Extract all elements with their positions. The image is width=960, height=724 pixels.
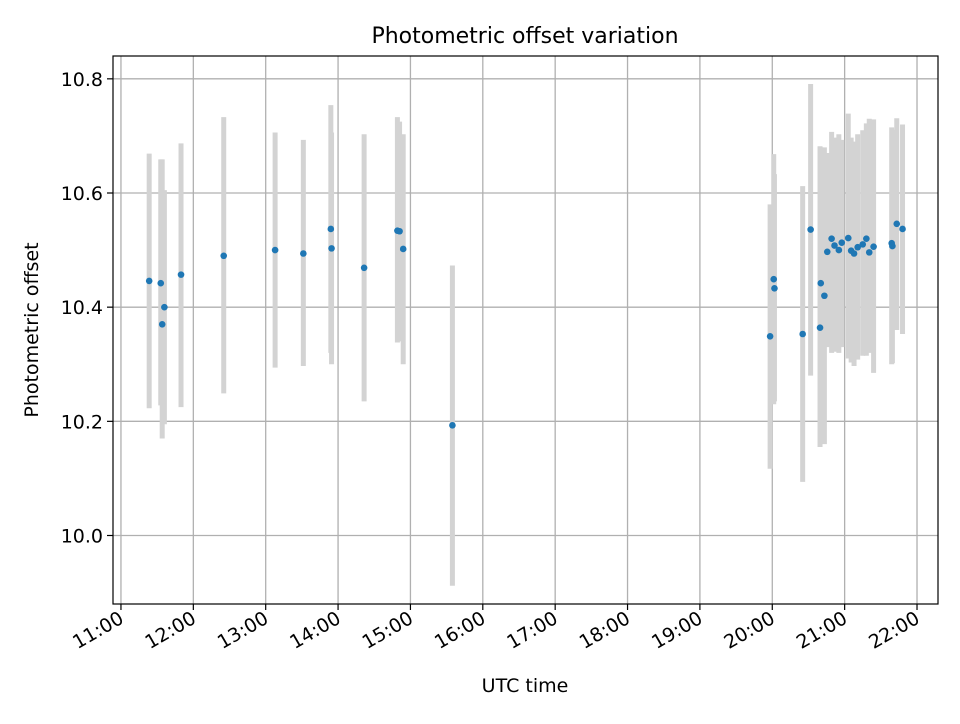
y-axis-ticks: 10.0 10.2 10.4 10.6 10.8 <box>61 69 113 548</box>
data-point <box>844 234 852 242</box>
data-point <box>850 250 858 257</box>
data-point <box>807 226 814 233</box>
data-point <box>360 264 368 272</box>
data-point <box>870 243 877 250</box>
data-point <box>859 241 867 248</box>
data-point <box>816 324 824 332</box>
y-tick-label: 10.6 <box>61 183 103 205</box>
y-tick-label: 10.2 <box>61 411 103 433</box>
data-point <box>161 303 168 311</box>
data-point <box>863 235 870 242</box>
data-point <box>449 422 456 429</box>
data-points <box>145 220 906 429</box>
y-tick-label: 10.8 <box>61 69 103 91</box>
data-point <box>838 239 846 246</box>
data-point <box>766 332 774 340</box>
data-point <box>145 277 153 285</box>
data-point <box>327 225 335 233</box>
plot-frame <box>112 55 939 605</box>
data-point <box>854 243 861 251</box>
x-axis-label: UTC time <box>482 675 569 697</box>
data-point <box>158 320 166 328</box>
data-point <box>889 242 896 250</box>
data-point <box>817 279 825 287</box>
data-point <box>893 220 901 228</box>
data-point <box>831 242 838 249</box>
data-point <box>399 245 407 253</box>
data-point <box>899 225 906 233</box>
data-point <box>220 252 228 260</box>
data-point <box>823 248 831 256</box>
y-axis-label: Photometric offset <box>21 242 43 417</box>
data-point <box>770 275 778 283</box>
data-point <box>821 292 828 300</box>
data-point <box>328 245 335 252</box>
data-point <box>799 330 806 338</box>
data-point <box>300 250 307 257</box>
data-point <box>157 279 165 287</box>
chart-title: Photometric offset variation <box>371 24 678 49</box>
data-point <box>177 271 185 278</box>
data-point <box>771 285 778 292</box>
data-point <box>865 249 873 256</box>
data-point <box>271 246 279 254</box>
data-point <box>396 227 403 235</box>
y-tick-label: 10.4 <box>61 297 103 319</box>
data-point <box>835 246 843 254</box>
data-point <box>828 235 835 242</box>
y-tick-label: 10.0 <box>61 526 103 548</box>
